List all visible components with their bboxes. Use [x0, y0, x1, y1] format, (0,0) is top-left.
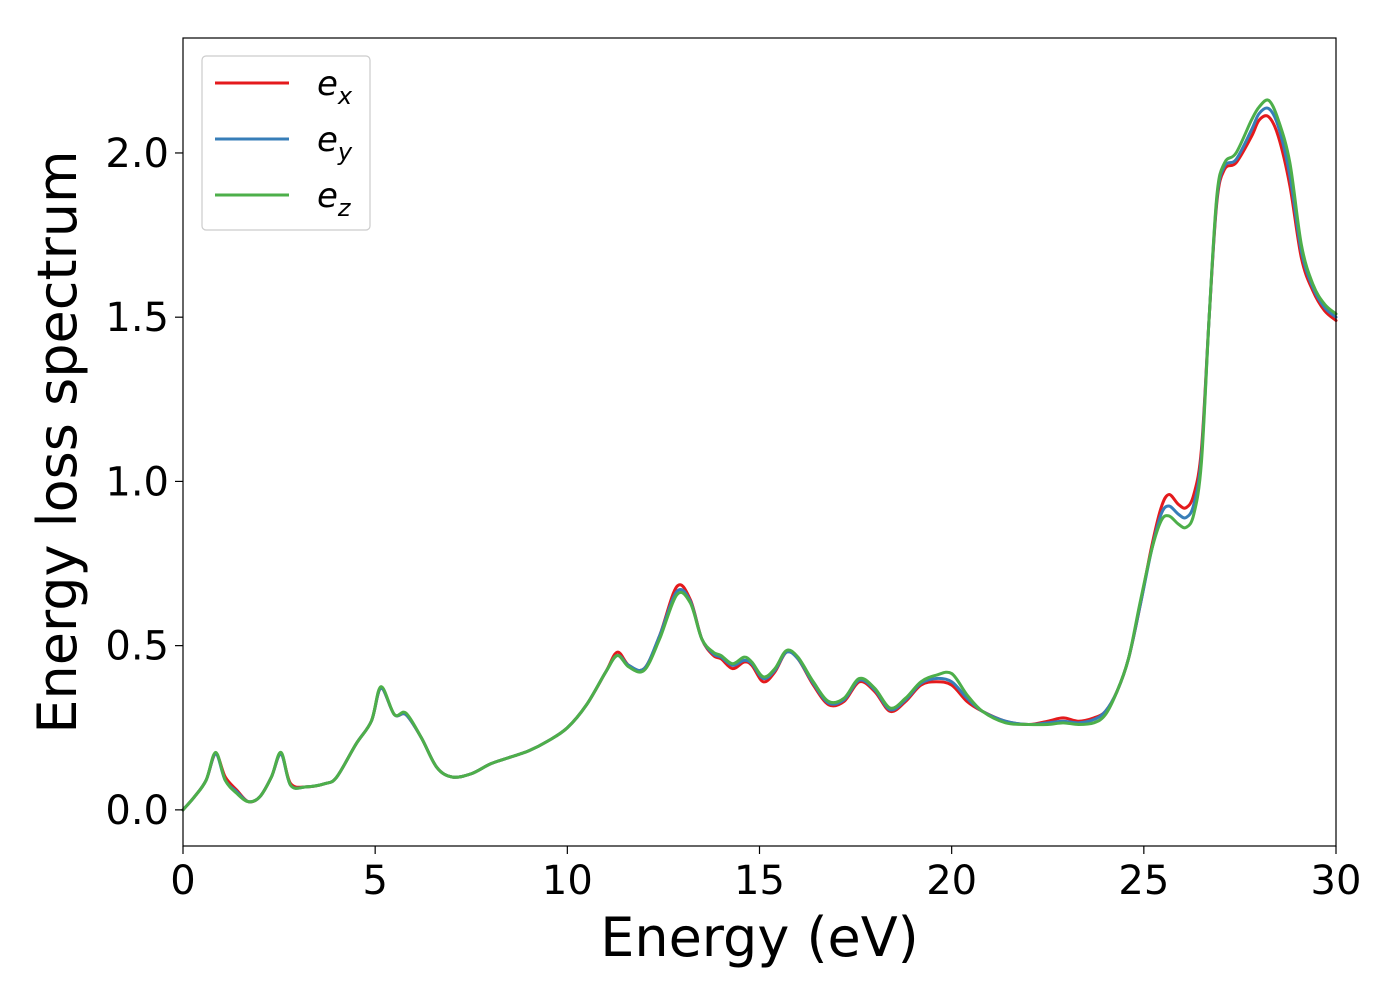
legend-box [201, 55, 371, 231]
x-tick-label: 20 [926, 858, 977, 904]
y-tick-label: 0.0 [105, 788, 169, 834]
x-axis: 0 5 10 15 20 25 30 [170, 846, 1361, 904]
legend-label-x: ex [317, 64, 353, 110]
y-tick-label: 0.5 [105, 624, 169, 670]
x-axis-title: Energy (eV) [600, 906, 919, 969]
x-tick-label: 15 [734, 858, 785, 904]
y-tick-label: 1.5 [105, 295, 169, 341]
y-tick-label: 2.0 [105, 131, 169, 177]
y-tick-label: 1.0 [105, 459, 169, 505]
y-axis: 0.0 0.5 1.0 1.5 2.0 [105, 131, 183, 834]
legend-subscript: z [337, 194, 352, 222]
series-line-z [181, 98, 1338, 812]
x-tick-label: 0 [170, 858, 195, 904]
x-tick-label: 25 [1118, 858, 1169, 904]
series-layer [181, 98, 1338, 812]
x-tick-label: 30 [1311, 858, 1362, 904]
y-axis-title: Energy loss spectrum [26, 150, 89, 733]
legend-subscript: y [337, 138, 353, 166]
x-tick-label: 5 [362, 858, 387, 904]
x-tick-label: 10 [542, 858, 593, 904]
legend-subscript: x [337, 82, 353, 110]
legend-label-y: ey [317, 120, 353, 166]
